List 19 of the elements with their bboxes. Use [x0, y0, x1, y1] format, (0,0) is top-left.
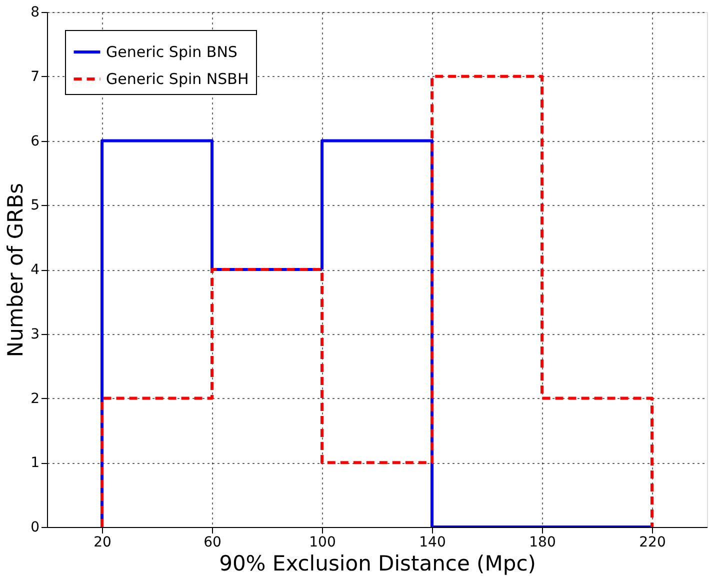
x-tick-label: 100	[309, 534, 336, 550]
x-tick-label: 180	[529, 534, 556, 550]
y-tick-label: 8	[30, 4, 40, 20]
y-tick-label: 7	[30, 68, 40, 85]
y-tick-label: 2	[30, 390, 40, 407]
x-tick-label: 20	[94, 534, 112, 550]
y-tick-label: 1	[30, 455, 40, 472]
x-axis-title: 90% Exclusion Distance (Mpc)	[219, 552, 536, 576]
x-tick-label: 60	[204, 534, 222, 550]
y-tick-label: 0	[30, 520, 40, 536]
legend-label: Generic Spin NSBH	[106, 70, 249, 88]
y-tick-label: 6	[30, 133, 40, 150]
y-tick-label: 5	[30, 198, 40, 214]
legend-label: Generic Spin BNS	[106, 43, 238, 61]
x-tick-label: 140	[419, 534, 446, 550]
y-axis-title: Number of GRBs	[4, 182, 28, 358]
y-tick-label: 4	[30, 262, 40, 278]
x-tick-label: 220	[639, 534, 666, 550]
y-tick-label: 3	[30, 326, 40, 342]
